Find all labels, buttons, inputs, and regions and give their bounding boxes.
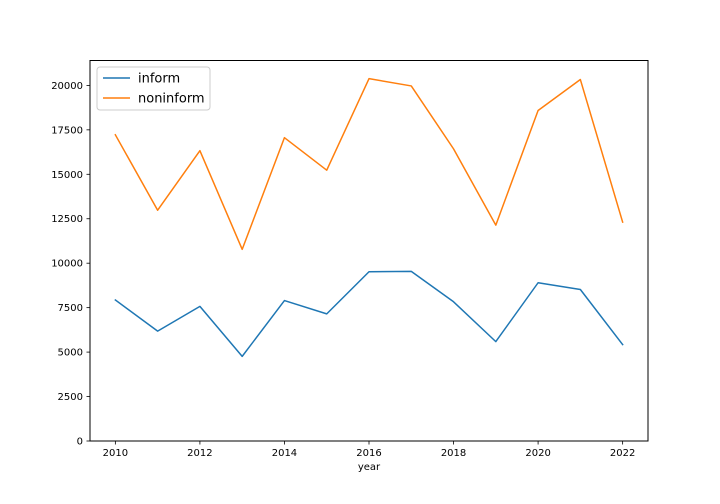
legend-label-noninform: noninform xyxy=(138,92,205,107)
y-axis: 0 2500 5000 7500 10000 12500 15000 17500 20000 xyxy=(51,81,90,448)
y-tick-label: 17500 xyxy=(51,125,83,136)
x-tick-label: 2010 xyxy=(103,448,128,459)
series-line-inform xyxy=(114,270,624,358)
x-axis-label: year xyxy=(358,462,381,473)
x-tick-label: 2018 xyxy=(441,448,466,459)
y-tick-label: 15000 xyxy=(51,170,83,181)
y-tick-label: 2500 xyxy=(58,392,83,403)
y-tick-label: 12500 xyxy=(51,214,83,225)
y-tick-label: 10000 xyxy=(51,259,83,270)
x-tick-label: 2020 xyxy=(525,448,550,459)
x-tick-label: 2022 xyxy=(610,448,635,459)
legend-label-inform: inform xyxy=(138,72,180,87)
x-tick-label: 2014 xyxy=(272,448,297,459)
y-tick-label: 0 xyxy=(77,437,83,448)
series-line-noninform xyxy=(114,77,624,251)
legend: inform noninform xyxy=(96,66,211,111)
y-tick-label: 5000 xyxy=(58,348,83,359)
x-axis: 2010 2012 2014 2016 2018 2020 2022 xyxy=(103,441,635,459)
y-tick-label: 7500 xyxy=(58,303,83,314)
y-tick-label: 20000 xyxy=(51,81,83,92)
plot-layer xyxy=(114,77,624,358)
x-tick-label: 2016 xyxy=(356,448,381,459)
x-tick-label: 2012 xyxy=(187,448,212,459)
